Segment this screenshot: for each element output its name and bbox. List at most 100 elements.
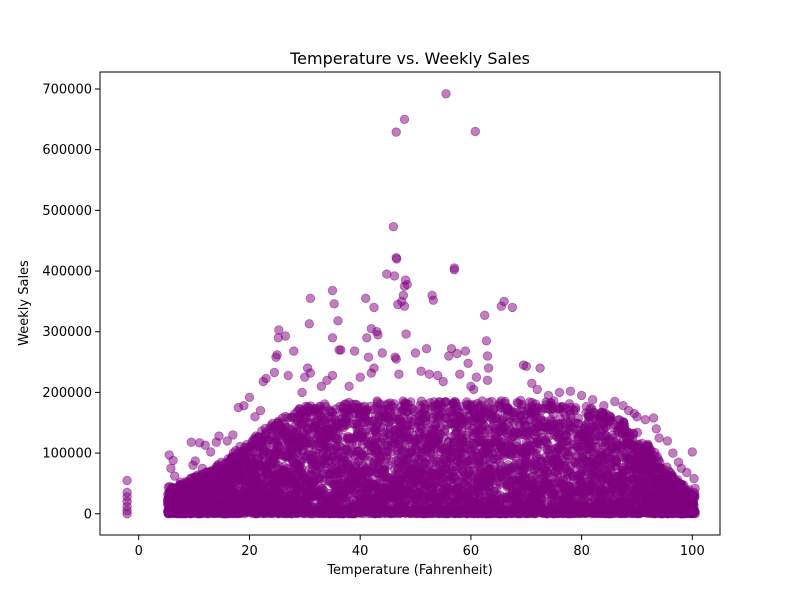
scatter-point — [273, 416, 284, 426]
scatter-point — [521, 472, 531, 482]
scatter-point — [248, 493, 258, 503]
scatter-point — [569, 490, 579, 500]
scatter-point — [601, 436, 611, 447]
scatter-point — [270, 450, 281, 461]
scatter-point — [503, 476, 513, 486]
scatter-point — [580, 455, 591, 465]
scatter-point — [274, 476, 284, 486]
scatter-point — [451, 401, 462, 411]
scatter-point — [468, 491, 479, 501]
scatter-point — [570, 417, 580, 428]
scatter-point — [586, 472, 597, 483]
scatter-point — [568, 405, 579, 416]
scatter-point — [419, 399, 430, 410]
scatter-point — [278, 465, 289, 475]
scatter-point — [511, 437, 522, 448]
scatter-point — [344, 448, 354, 459]
scatter-point — [659, 472, 669, 482]
scatter-point — [653, 463, 663, 474]
scatter-point — [501, 428, 512, 438]
scatter-point — [330, 437, 341, 448]
scatter-point — [442, 458, 452, 468]
scatter-point — [288, 457, 299, 467]
scatter-point — [417, 408, 427, 419]
scatter-point — [394, 489, 404, 499]
scatter-point — [202, 497, 213, 507]
scatter-point — [619, 474, 629, 484]
scatter-point — [568, 471, 578, 481]
scatter-point — [312, 467, 322, 477]
scatter-point — [528, 479, 538, 489]
scatter-point — [302, 497, 312, 507]
scatter-point — [398, 479, 409, 490]
scatter-point — [261, 493, 271, 503]
scatter-point — [193, 486, 204, 497]
scatter-point — [290, 427, 300, 438]
scatter-point — [423, 441, 434, 452]
scatter-point — [406, 438, 417, 448]
scatter-point — [508, 410, 519, 421]
scatter-point — [558, 479, 569, 490]
scatter-point — [619, 450, 629, 460]
scatter-point — [328, 464, 339, 475]
scatter-point — [644, 463, 654, 473]
scatter-point — [307, 450, 318, 460]
scatter-point — [213, 460, 223, 470]
scatter-point — [295, 484, 305, 495]
scatter-point — [255, 483, 265, 493]
scatter-point — [648, 472, 658, 482]
scatter-point — [539, 469, 549, 479]
scatter-point — [352, 420, 363, 431]
scatter-point — [580, 438, 591, 448]
scatter-point — [662, 462, 672, 472]
scatter-point — [461, 479, 471, 490]
scatter-point — [376, 491, 387, 502]
scatter-point — [521, 438, 531, 448]
scatter-point — [403, 469, 413, 480]
scatter-point — [347, 433, 357, 444]
scatter-point — [500, 398, 510, 409]
scatter-point — [369, 404, 379, 415]
scatter-point — [446, 410, 457, 420]
scatter-point — [364, 467, 374, 477]
chart-title: Temperature vs. Weekly Sales — [289, 49, 530, 68]
scatter-point — [336, 468, 346, 478]
scatter-point — [389, 464, 400, 475]
scatter-point — [529, 465, 540, 475]
scatter-point — [620, 465, 630, 475]
scatter-point — [401, 459, 411, 469]
scatter-point — [412, 444, 422, 454]
scatter-point — [342, 407, 352, 417]
scatter-point — [536, 456, 546, 467]
scatter-point — [318, 416, 329, 426]
scatter-point — [313, 489, 323, 499]
scatter-point — [581, 408, 591, 418]
scatter-point — [392, 429, 402, 439]
scatter-point — [294, 418, 304, 429]
scatter-point — [259, 445, 269, 456]
scatter-point — [492, 437, 502, 448]
scatter-point — [338, 458, 348, 468]
scatter-point — [473, 434, 484, 445]
scatter-point — [433, 454, 443, 464]
scatter-point — [385, 476, 395, 486]
scatter-point — [406, 397, 416, 407]
scatter-point — [607, 484, 617, 495]
scatter-point — [299, 429, 309, 439]
scatter-point — [315, 402, 325, 412]
scatter-point — [293, 496, 303, 506]
scatter-point — [584, 425, 594, 435]
scatter-point — [437, 491, 447, 501]
points-layer — [122, 89, 700, 519]
scatter-point — [480, 427, 490, 438]
scatter-point — [324, 488, 335, 499]
scatter-point — [580, 494, 590, 504]
scatter-point — [532, 434, 543, 444]
scatter-point — [293, 444, 303, 454]
scatter-point — [525, 408, 535, 419]
scatter-point — [561, 435, 571, 446]
scatter-point — [396, 406, 407, 416]
scatter-point — [394, 414, 405, 424]
